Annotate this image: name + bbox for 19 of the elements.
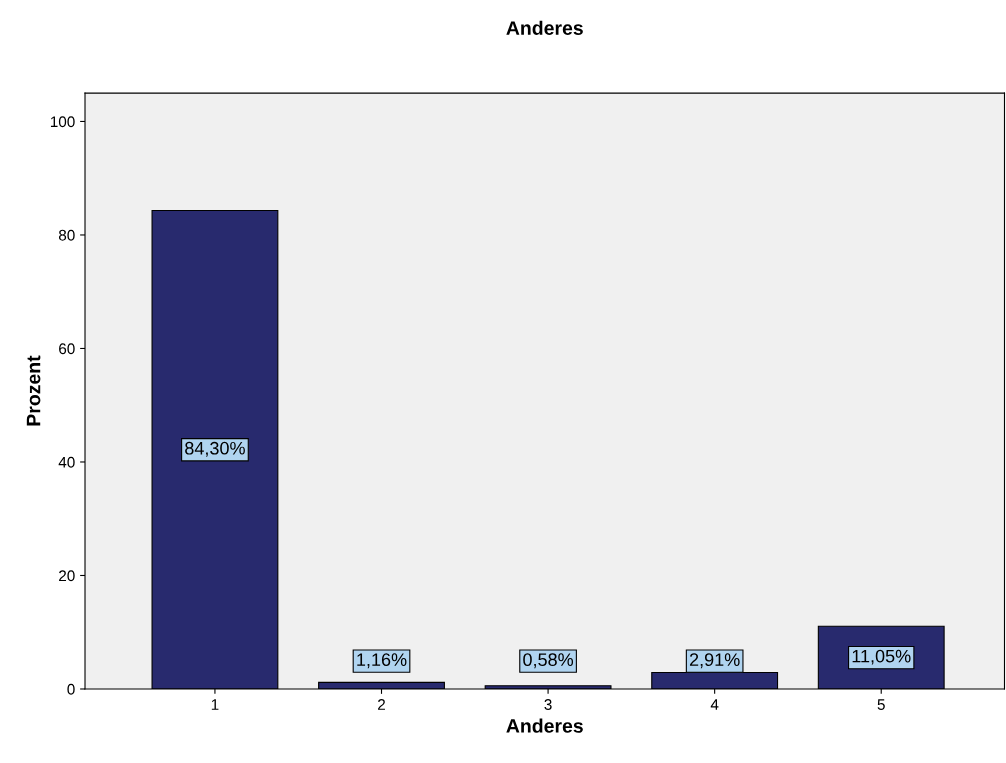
x-tick-label: 1: [211, 699, 219, 710]
y-tick-label: 100: [50, 116, 75, 128]
x-tick-label: 4: [710, 699, 719, 710]
x-tick-label: 2: [378, 699, 385, 710]
x-axis-title: Anderes: [506, 718, 583, 733]
y-axis-title: Prozent: [26, 355, 41, 426]
x-tick-label: 3: [544, 699, 552, 710]
chart-title: Anderes: [506, 20, 583, 35]
x-tick-label: 5: [877, 699, 885, 710]
data-label: 1,16%: [357, 653, 407, 669]
y-tick-label: 80: [58, 229, 75, 241]
y-tick-label: 0: [67, 683, 75, 695]
data-label: 0,58%: [523, 653, 574, 669]
y-tick-label: 20: [59, 570, 75, 582]
data-label: 2,91%: [689, 653, 740, 669]
y-tick-label: 40: [58, 456, 75, 468]
data-label: 84,30%: [185, 441, 245, 457]
data-label: 11,05%: [852, 649, 911, 665]
y-tick-label: 60: [59, 343, 75, 355]
